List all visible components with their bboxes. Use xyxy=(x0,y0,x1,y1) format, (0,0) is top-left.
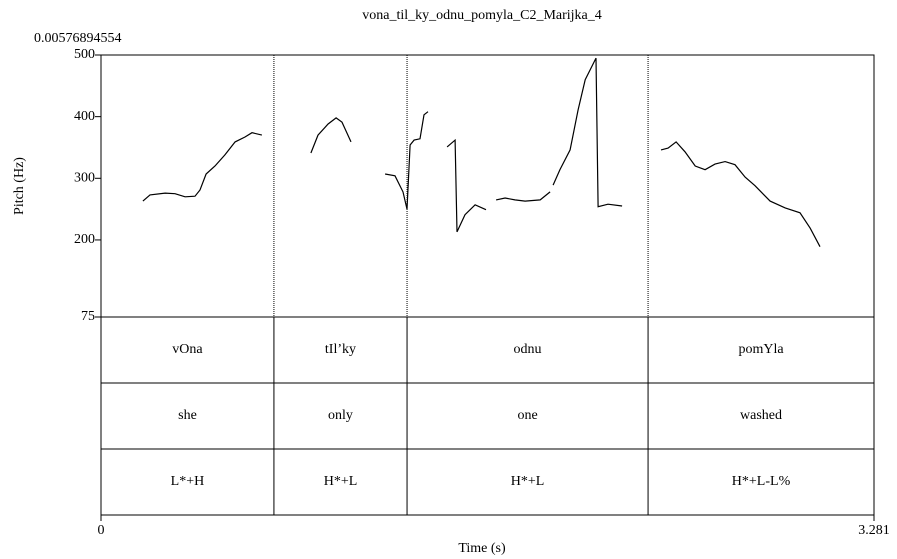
y-tick-label: 200 xyxy=(74,232,95,247)
x-axis-label: Time (s) xyxy=(458,541,506,556)
chart-title: vona_til_ky_odnu_pomyla_C2_Marijka_4 xyxy=(362,8,602,23)
plot-frame xyxy=(100,54,875,516)
pitch-contour xyxy=(495,191,551,202)
tier-label: washed xyxy=(740,408,782,423)
y-tick-label: 500 xyxy=(74,47,95,62)
x-tick-label: 0 xyxy=(98,523,105,538)
tier-label: odnu xyxy=(514,342,542,357)
annotation: 0.00576894554 xyxy=(34,31,122,46)
tier-label: vOna xyxy=(172,342,203,357)
y-tick-label: 400 xyxy=(74,109,95,124)
tier-label: H*+L xyxy=(511,474,545,489)
tier-label: L*+H xyxy=(171,474,205,489)
pitch-contour xyxy=(552,57,623,208)
y-axis-label: Pitch (Hz) xyxy=(12,157,27,215)
tier-label: only xyxy=(328,408,353,423)
tier-label: one xyxy=(517,408,537,423)
pitch-contour xyxy=(310,117,352,154)
tier-label: she xyxy=(178,408,197,423)
tier-label: pomYla xyxy=(738,342,784,357)
y-tick-label: 300 xyxy=(74,171,95,186)
pitch-contour xyxy=(384,111,429,210)
pitch-contour xyxy=(660,141,821,247)
tier-label: tIl’ky xyxy=(325,342,356,357)
pitch-contour xyxy=(142,132,263,202)
tier-label: H*+L xyxy=(324,474,358,489)
x-tick-label: 3.281 xyxy=(858,523,890,538)
pitch-contour xyxy=(446,138,487,233)
tier-label: H*+L-L% xyxy=(732,474,791,489)
y-tick-label: 75 xyxy=(81,309,95,324)
